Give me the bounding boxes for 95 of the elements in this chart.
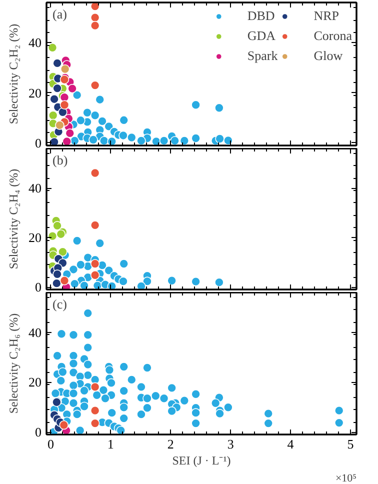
point [76,116,86,126]
point [82,108,92,118]
point [90,20,100,30]
point [76,260,86,270]
y-axis-title: Selectivity C₂H₄ (%) [6,168,20,270]
point [50,94,59,104]
point [99,136,109,146]
point [118,130,128,140]
point [142,276,152,286]
point [119,259,128,268]
point [52,58,62,68]
point [52,84,62,93]
point [136,282,146,290]
point [90,418,100,428]
x-axis-title: SEI (J · L⁻¹) [172,454,231,468]
point [50,137,59,146]
point [88,135,98,144]
point [72,236,82,246]
legend-label: Glow [314,48,343,64]
point [58,247,68,257]
point [159,136,169,146]
point [95,94,105,104]
y-tick-label: 40 [28,180,42,196]
y-tick-label: 0 [35,424,42,440]
point [191,100,200,110]
point [119,116,128,125]
point [104,266,114,276]
legend-label: DBD [247,8,275,24]
point [215,134,224,144]
point [55,120,64,130]
point [107,136,117,146]
point [48,231,58,241]
legend-label: Corona [314,28,352,44]
point [214,278,224,287]
point [90,382,100,392]
point [90,80,100,90]
y-tick-label: 40 [28,35,42,50]
point [107,282,117,290]
point [68,264,78,274]
chart-title: (b) [52,152,68,168]
point [136,136,146,146]
x-tick-label: 2 [167,436,174,452]
chart-title: (c) [52,296,67,312]
point [48,43,58,52]
point [52,221,62,230]
y-tick-label: 20 [28,230,42,246]
point [118,276,128,286]
point [59,420,69,430]
x-tick-label: 4 [287,436,294,452]
point [126,132,136,142]
y-tick-label: 20 [28,374,42,390]
point [48,110,58,120]
point [65,128,75,138]
point [60,276,70,286]
point [98,116,107,126]
chart-title: (a) [52,6,67,22]
legend-label: GDA [247,28,276,44]
x-tick-label: 0 [47,436,54,452]
y-tick-label: 0 [35,135,42,150]
point [90,168,100,178]
point [90,2,100,11]
y-axis-title: Selectivity C₂H₆ (%) [6,313,20,414]
point [104,122,114,132]
point [68,84,77,94]
text: ×10⁵ [335,472,357,484]
y-tick-label: 0 [35,280,42,295]
point [167,276,176,286]
y-tick-label: 40 [28,324,42,340]
point [90,270,100,280]
point [52,278,62,288]
point [90,12,100,22]
point [90,259,100,268]
point [52,270,62,279]
point [180,136,190,146]
point [62,136,72,146]
point [72,90,82,100]
y-axis-title: Selectivity C₂H₂ (%) [6,24,20,124]
point [170,136,180,146]
point [90,406,100,416]
point [95,238,105,248]
point [90,110,100,120]
point [224,136,233,146]
x-tick-label: 5 [347,436,354,452]
x-tick-label: 3 [227,436,234,452]
point [80,280,89,290]
y-tick-label: 20 [28,85,42,100]
x-tick-label: 1 [107,436,114,452]
point [191,134,200,143]
point [70,279,80,288]
point [90,220,100,230]
point [214,103,224,113]
point [60,64,70,74]
legend-label: Spark [247,48,278,64]
legend-label: NRP [314,8,340,24]
point [191,276,200,286]
